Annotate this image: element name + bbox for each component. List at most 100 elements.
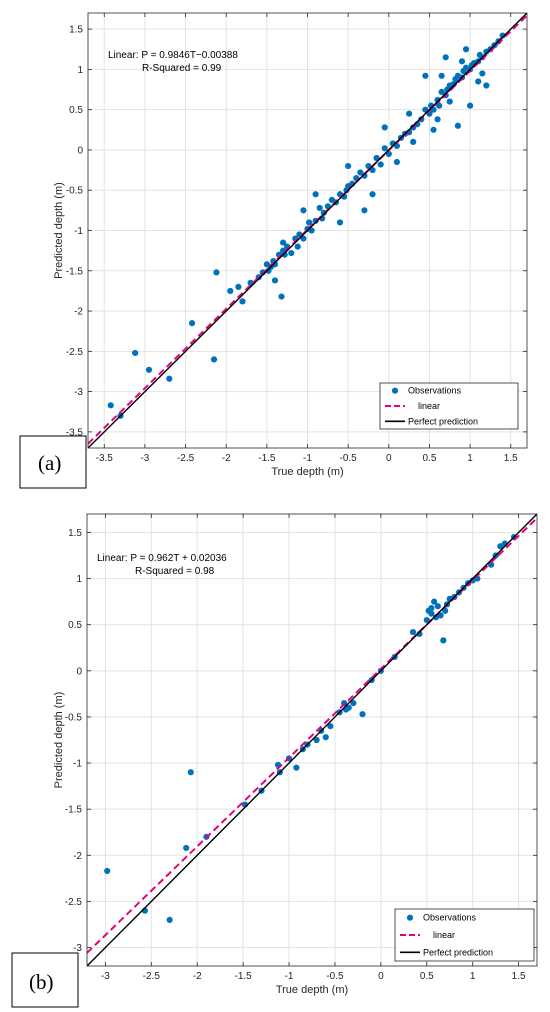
data-point	[104, 867, 111, 875]
data-point	[313, 736, 320, 744]
data-point	[434, 603, 441, 610]
data-point	[312, 191, 319, 198]
data-point	[381, 145, 388, 152]
x-tick-label: -3.5	[96, 453, 114, 464]
data-point	[350, 700, 357, 707]
legend-label-linear: linear	[418, 401, 440, 411]
chart-panel-b: -3 -2.5 -2 -1.5 -1 -0.5 0 0.5 1 1.5 -3 -2.5 -2 -1.5 -1…	[0, 500, 550, 1012]
y-axis-label: Predicted depth (m)	[53, 692, 65, 789]
data-point	[393, 158, 401, 166]
data-point	[188, 320, 196, 327]
y-tick-label: -0.5	[65, 712, 83, 723]
data-point	[431, 598, 438, 605]
data-point	[438, 72, 445, 79]
data-point	[316, 204, 323, 212]
x-tick-label: 1	[470, 971, 476, 982]
data-point	[345, 162, 352, 170]
data-point	[280, 239, 287, 246]
data-point	[462, 46, 470, 53]
y-tick-label: 0	[76, 666, 82, 677]
plot-content	[88, 13, 527, 448]
data-point	[369, 191, 376, 198]
fit-equation-text: Linear: P = 0.962T + 0.02036	[97, 553, 227, 564]
x-tick-label: -1	[285, 971, 294, 982]
y-tick-label: 0	[77, 145, 83, 156]
data-point	[359, 711, 366, 718]
y-tick-label: -1	[74, 226, 83, 237]
data-point	[239, 298, 246, 305]
data-point	[361, 207, 368, 214]
y-tick-label: 1.5	[68, 528, 82, 539]
legend: Observations linear Perfect prediction	[379, 382, 519, 430]
data-point	[166, 375, 173, 382]
data-point	[430, 126, 437, 133]
data-point	[322, 734, 329, 741]
data-point	[428, 610, 435, 617]
x-tick-label: 1.5	[504, 453, 518, 464]
x-tick-label: -3	[101, 971, 110, 982]
y-tick-label: -0.5	[66, 186, 84, 197]
panel-label-box	[11, 952, 79, 1008]
x-tick-label: 1.5	[512, 971, 526, 982]
data-point	[294, 243, 301, 250]
y-tick-label: -3	[73, 943, 82, 954]
data-point	[423, 616, 430, 624]
x-tick-label: 1	[467, 453, 473, 464]
y-tick-label: 1.5	[69, 25, 83, 36]
data-point	[410, 138, 417, 145]
x-tick-label: -0.5	[340, 453, 358, 464]
data-point	[227, 287, 234, 295]
y-tick-label: 1	[77, 65, 83, 76]
x-tick-label: -3	[140, 453, 149, 464]
data-point	[327, 723, 334, 730]
data-point	[213, 269, 220, 276]
data-point	[475, 78, 482, 85]
x-tick-label: 0.5	[420, 971, 434, 982]
perfect-prediction-line	[87, 514, 537, 966]
x-tick-label: -2.5	[143, 971, 161, 982]
panel-label: (b)	[29, 970, 54, 994]
data-point	[293, 764, 300, 771]
y-tick-label: -1.5	[66, 266, 84, 277]
data-point	[446, 98, 453, 105]
y-tick-label: -1	[73, 759, 82, 770]
data-point	[278, 293, 285, 300]
y-tick-label: -2.5	[66, 347, 84, 358]
fit-equation-text: Linear: P = 0.9846T−0.00388	[108, 50, 238, 61]
x-tick-label: -1	[303, 453, 312, 464]
y-tick-label: -2	[73, 851, 82, 862]
data-point	[288, 249, 295, 257]
y-tick-label: -2	[74, 307, 83, 318]
data-point	[487, 561, 495, 568]
data-point	[436, 102, 443, 109]
data-point	[145, 366, 153, 373]
data-point	[271, 277, 279, 284]
y-axis-label: Predicted depth (m)	[53, 182, 65, 279]
data-point	[428, 604, 435, 612]
data-point	[166, 916, 173, 923]
legend-label-observations: Observations	[408, 386, 462, 396]
x-tick-label: -2.5	[177, 453, 195, 464]
x-axis-label: True depth (m)	[271, 466, 343, 478]
data-point	[454, 122, 461, 129]
x-axis-label: True depth (m)	[276, 984, 348, 996]
data-point	[483, 82, 490, 89]
data-point	[499, 32, 506, 39]
data-point	[361, 172, 368, 179]
legend-label-perfect: Perfect prediction	[423, 947, 493, 957]
data-point	[377, 161, 384, 168]
linear-fit-line	[88, 14, 527, 445]
scatter-chart-b: -3 -2.5 -2 -1.5 -1 -0.5 0 0.5 1 1.5 -3 -2.5 -2 -1.5 -1…	[11, 513, 538, 1008]
chart-panel-a: -3.5 -3 -2.5 -2 -1.5 -1 -0.5 0 0.5 1 1.5 -3.5 -3 -2.5…	[0, 0, 550, 492]
data-point	[416, 630, 423, 638]
y-tick-label: -3	[74, 387, 83, 398]
y-tick-label: -1.5	[65, 805, 83, 816]
data-point	[345, 704, 352, 711]
x-tick-label: 0	[378, 971, 384, 982]
plot-content	[87, 514, 537, 966]
x-tick-label: -1.5	[235, 971, 253, 982]
data-point	[458, 58, 466, 65]
data-point	[336, 219, 344, 226]
y-tick-label: -2.5	[65, 897, 83, 908]
data-point	[434, 116, 441, 123]
